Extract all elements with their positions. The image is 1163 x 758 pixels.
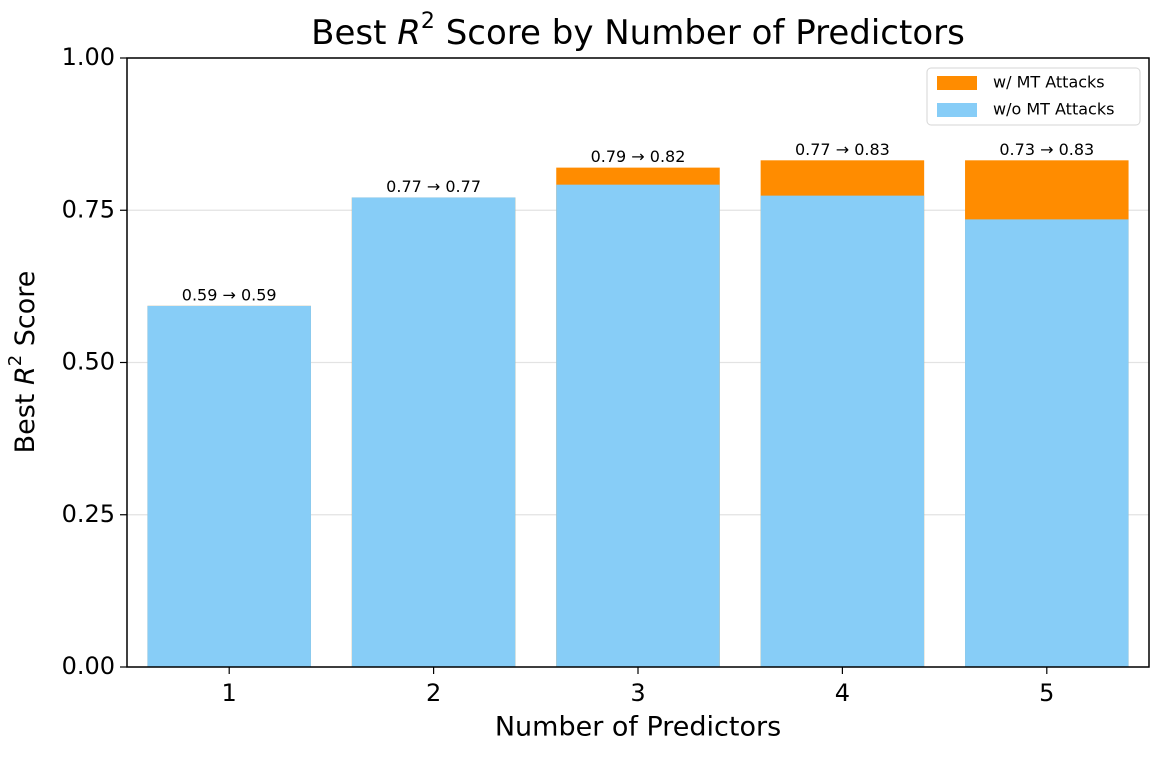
legend-swatch <box>937 76 977 90</box>
legend-swatch <box>937 103 977 117</box>
legend-label: w/ MT Attacks <box>993 73 1105 92</box>
x-tick-label: 5 <box>1039 679 1054 707</box>
bar <box>147 305 311 667</box>
legend-frame <box>926 67 1141 126</box>
x-tick-label: 4 <box>835 679 850 707</box>
legend: w/ MT Attacks w/o MT Attacks <box>926 67 1141 126</box>
x-tick-label: 1 <box>222 679 237 707</box>
y-tick-label: 0.00 <box>62 652 115 680</box>
bar-annotation: 0.73 → 0.83 <box>999 140 1094 159</box>
bar <box>760 195 925 667</box>
bar <box>965 219 1129 667</box>
chart-title: Best R2 Score by Number of Predictors <box>311 9 965 53</box>
bar-annotation: 0.77 → 0.77 <box>386 177 481 196</box>
y-tick-label: 0.50 <box>62 348 115 376</box>
bar <box>351 197 516 667</box>
bar-annotation: 0.59 → 0.59 <box>182 285 277 304</box>
legend-label: w/o MT Attacks <box>993 100 1114 119</box>
bar <box>556 184 720 667</box>
x-axis-label: Number of Predictors <box>495 712 781 743</box>
bar-annotation: 0.77 → 0.83 <box>795 140 890 159</box>
y-axis-label: Best R2 Score <box>5 271 41 454</box>
plot-frame <box>126 57 1150 668</box>
y-tick-label: 0.75 <box>62 195 115 223</box>
bar-annotation: 0.79 → 0.82 <box>591 147 686 166</box>
y-tick-label: 0.25 <box>62 500 115 528</box>
x-tick-label: 2 <box>426 679 441 707</box>
y-tick-label: 1.00 <box>62 43 115 71</box>
x-tick-label: 3 <box>630 679 645 707</box>
